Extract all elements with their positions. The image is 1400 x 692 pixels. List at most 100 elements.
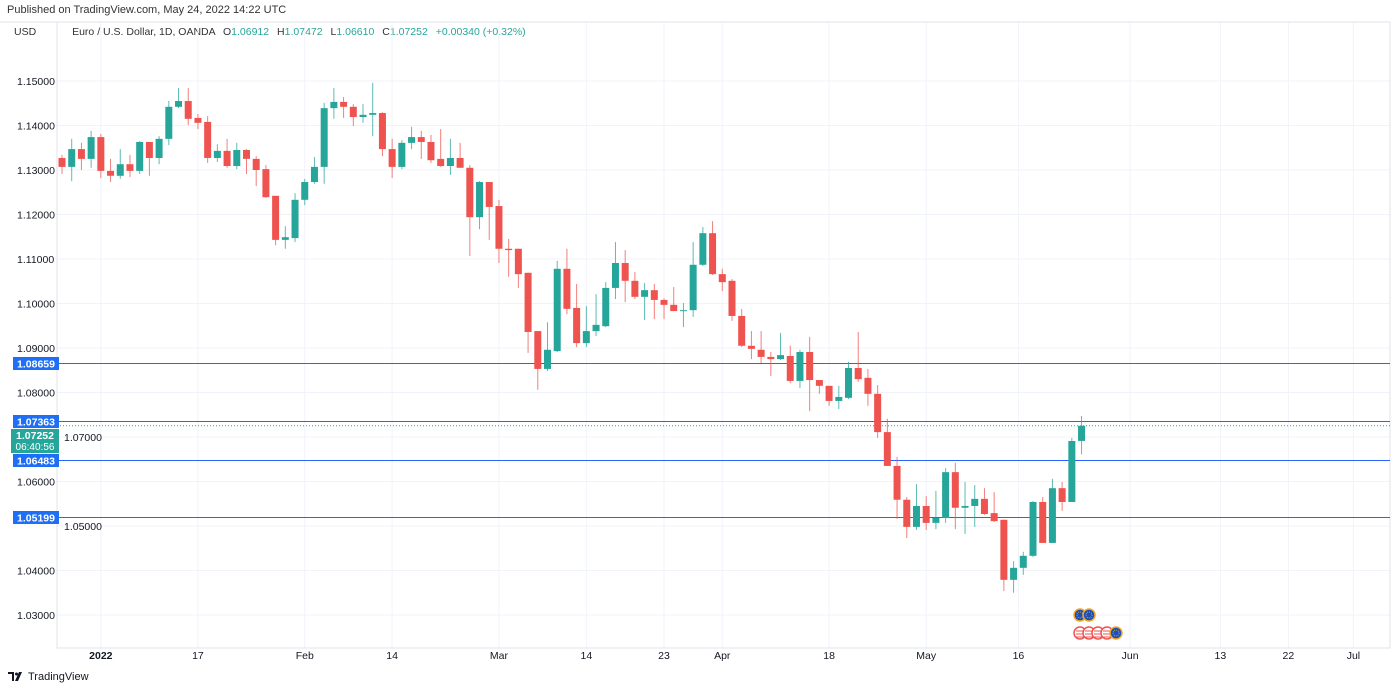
candle-bearish[interactable] xyxy=(709,221,717,276)
candle-bearish[interactable] xyxy=(505,238,513,277)
candle-bearish[interactable] xyxy=(903,497,911,539)
candle-bearish[interactable] xyxy=(893,457,901,519)
tradingview-logo[interactable]: TradingView xyxy=(8,671,89,683)
candle-bearish[interactable] xyxy=(485,182,493,240)
candle-bullish[interactable] xyxy=(310,157,318,184)
candle-bullish[interactable] xyxy=(233,142,241,170)
candle-bullish[interactable] xyxy=(175,88,183,109)
candle-bullish[interactable] xyxy=(330,88,338,119)
candle-bearish[interactable] xyxy=(495,199,503,264)
candle-bullish[interactable] xyxy=(155,136,163,165)
candle-bullish[interactable] xyxy=(1029,501,1037,558)
candle-bullish[interactable] xyxy=(281,226,289,249)
candle-bearish[interactable] xyxy=(534,331,542,390)
candle-bullish[interactable] xyxy=(446,138,454,175)
candle-bearish[interactable] xyxy=(252,156,260,187)
candle-bearish[interactable] xyxy=(223,138,231,168)
candle-bearish[interactable] xyxy=(378,112,386,157)
candle-bearish[interactable] xyxy=(77,142,85,170)
candle-bearish[interactable] xyxy=(242,149,250,175)
candle-bearish[interactable] xyxy=(524,272,532,353)
candle-bearish[interactable] xyxy=(563,248,571,315)
candle-bullish[interactable] xyxy=(1068,437,1076,502)
candle-bullish[interactable] xyxy=(213,144,221,162)
candle-bearish[interactable] xyxy=(815,380,823,394)
candle-bearish[interactable] xyxy=(417,130,425,159)
candle-bearish[interactable] xyxy=(204,116,212,163)
candle-bearish[interactable] xyxy=(922,496,930,531)
candle-bearish[interactable] xyxy=(980,488,988,515)
candle-bearish[interactable] xyxy=(874,384,882,438)
candle-bullish[interactable] xyxy=(912,484,920,531)
candle-bearish[interactable] xyxy=(825,385,833,406)
candle-bearish[interactable] xyxy=(272,195,280,246)
candle-bearish[interactable] xyxy=(854,331,862,382)
candle-bullish[interactable] xyxy=(777,332,785,361)
candle-bearish[interactable] xyxy=(262,165,270,199)
candle-bullish[interactable] xyxy=(1019,551,1027,575)
candle-bearish[interactable] xyxy=(126,154,134,178)
candle-bearish[interactable] xyxy=(660,298,668,320)
candle-bullish[interactable] xyxy=(1048,478,1056,543)
candle-bullish[interactable] xyxy=(476,181,484,230)
candle-bearish[interactable] xyxy=(670,287,678,312)
candle-bearish[interactable] xyxy=(456,142,464,168)
candle-bullish[interactable] xyxy=(611,242,619,300)
candle-bullish[interactable] xyxy=(1010,561,1018,593)
candle-bullish[interactable] xyxy=(359,104,367,123)
candle-bullish[interactable] xyxy=(932,490,940,530)
eu-event-icon[interactable] xyxy=(1109,626,1123,640)
candle-bearish[interactable] xyxy=(437,129,445,167)
candle-bullish[interactable] xyxy=(301,178,309,206)
candle-bearish[interactable] xyxy=(97,133,105,179)
candle-bearish[interactable] xyxy=(747,331,755,360)
eu-event-icon[interactable] xyxy=(1082,608,1096,622)
candle-bullish[interactable] xyxy=(116,149,124,179)
candle-bearish[interactable] xyxy=(757,331,765,364)
candle-bearish[interactable] xyxy=(340,97,348,118)
candle-bearish[interactable] xyxy=(145,141,153,176)
candle-bullish[interactable] xyxy=(136,141,144,175)
candle-bullish[interactable] xyxy=(602,282,610,328)
candle-bullish[interactable] xyxy=(971,485,979,527)
candle-bullish[interactable] xyxy=(689,242,697,317)
candle-bearish[interactable] xyxy=(738,308,746,348)
candle-bearish[interactable] xyxy=(184,88,192,126)
candle-bearish[interactable] xyxy=(427,134,435,163)
candle-bearish[interactable] xyxy=(767,352,775,377)
candle-bearish[interactable] xyxy=(107,158,115,183)
candle-bearish[interactable] xyxy=(951,462,959,530)
candle-bearish[interactable] xyxy=(1000,519,1008,591)
candle-bearish[interactable] xyxy=(466,165,474,256)
candle-bullish[interactable] xyxy=(942,468,950,523)
candle-bearish[interactable] xyxy=(1058,481,1066,511)
candle-bullish[interactable] xyxy=(398,140,406,170)
candle-bearish[interactable] xyxy=(631,271,639,300)
candle-bearish[interactable] xyxy=(1039,497,1047,543)
candle-bearish[interactable] xyxy=(388,138,396,179)
candle-bullish[interactable] xyxy=(408,126,416,150)
candle-bullish[interactable] xyxy=(961,481,969,535)
candle-bearish[interactable] xyxy=(514,248,522,288)
candle-bullish[interactable] xyxy=(165,101,173,146)
candle-bullish[interactable] xyxy=(1078,415,1086,455)
candle-bullish[interactable] xyxy=(68,138,76,182)
candle-bearish[interactable] xyxy=(728,279,736,321)
candle-bullish[interactable] xyxy=(544,322,551,372)
candle-bullish[interactable] xyxy=(679,303,687,328)
candle-bullish[interactable] xyxy=(87,130,95,168)
candle-bearish[interactable] xyxy=(650,283,658,320)
candle-bullish[interactable] xyxy=(582,306,590,348)
candle-bearish[interactable] xyxy=(786,345,794,384)
candle-bearish[interactable] xyxy=(58,154,66,175)
candle-bearish[interactable] xyxy=(573,283,581,348)
candle-bearish[interactable] xyxy=(990,492,998,522)
candle-bullish[interactable] xyxy=(796,349,804,389)
candle-bullish[interactable] xyxy=(845,361,853,400)
candle-bullish[interactable] xyxy=(699,226,707,267)
candle-bullish[interactable] xyxy=(835,385,843,409)
candle-bearish[interactable] xyxy=(883,418,891,466)
candle-bearish[interactable] xyxy=(864,368,872,406)
candle-bullish[interactable] xyxy=(641,283,649,320)
